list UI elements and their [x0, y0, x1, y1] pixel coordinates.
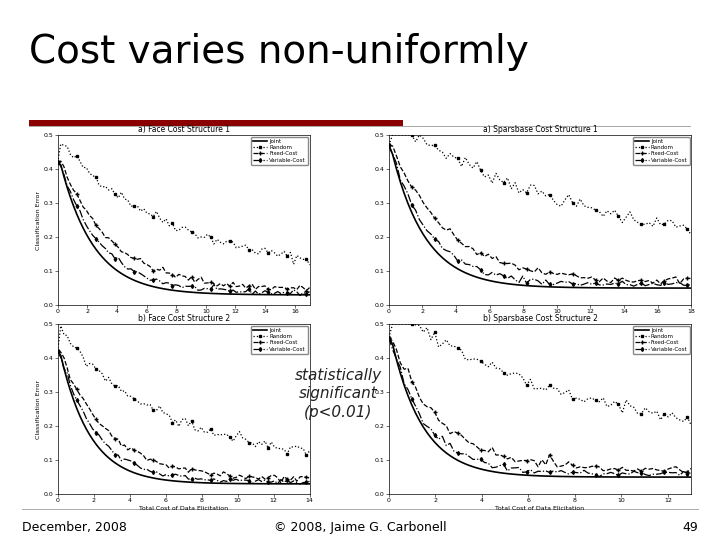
Legend: Joint, Random, Fixed-Cost, Variable-Cost: Joint, Random, Fixed-Cost, Variable-Cost [633, 326, 690, 354]
Title: b) Face Cost Structure 2: b) Face Cost Structure 2 [138, 314, 230, 323]
Y-axis label: Classification Error: Classification Error [36, 380, 41, 438]
Text: 49: 49 [683, 521, 698, 534]
Title: a) Sparsbase Cost Structure 1: a) Sparsbase Cost Structure 1 [482, 125, 598, 134]
Title: a) Face Cost Structure 1: a) Face Cost Structure 1 [138, 125, 230, 134]
X-axis label: Total Cost of Data Elicitation: Total Cost of Data Elicitation [139, 506, 228, 511]
X-axis label: Total Cost of Data Elicitation: Total Cost of Data Elicitation [495, 506, 585, 511]
Legend: Joint, Random, Fixed-Cost, Variable-Cost: Joint, Random, Fixed-Cost, Variable-Cost [633, 137, 690, 165]
Title: b) Sparsbase Cost Structure 2: b) Sparsbase Cost Structure 2 [482, 314, 598, 323]
Text: December, 2008: December, 2008 [22, 521, 127, 534]
Text: © 2008, Jaime G. Carbonell: © 2008, Jaime G. Carbonell [274, 521, 446, 534]
Legend: Joint, Random, Fixed-Cost, Variable-Cost: Joint, Random, Fixed-Cost, Variable-Cost [251, 137, 308, 165]
Text: statistically
significant
(p<0.01): statistically significant (p<0.01) [294, 368, 382, 420]
Legend: Joint, Random, Fixed-Cost, Variable-Cost: Joint, Random, Fixed-Cost, Variable-Cost [251, 326, 308, 354]
Y-axis label: Classification Error: Classification Error [36, 191, 41, 249]
Text: Cost varies non-uniformly: Cost varies non-uniformly [29, 33, 528, 71]
